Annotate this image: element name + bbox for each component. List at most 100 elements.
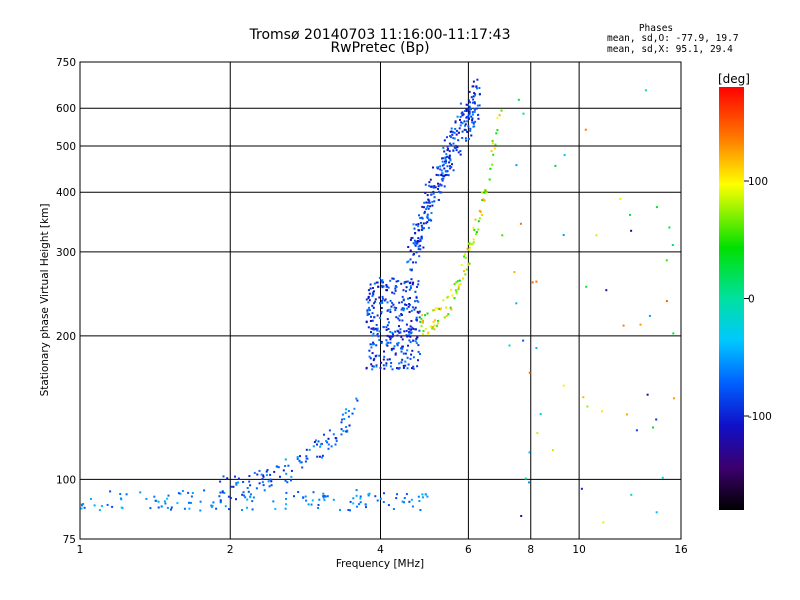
data-point [241,493,244,496]
data-point [299,461,302,464]
data-point [417,240,420,243]
data-point [447,174,450,177]
data-point [269,478,272,481]
data-point [453,131,456,134]
x-tick-label: 16 [674,544,688,556]
data-point [154,499,157,502]
data-point [379,366,382,369]
data-point [368,492,371,495]
data-point [420,224,423,227]
data-point [199,509,202,512]
data-point [274,507,277,510]
data-point [639,323,642,326]
data-point [443,175,446,178]
data-point [665,259,668,262]
data-point [258,482,261,485]
data-point [431,327,434,330]
data-point [458,279,461,282]
data-point [369,283,372,286]
data-point [227,495,230,498]
data-point [262,475,265,478]
data-point [528,481,530,484]
data-point [471,113,474,116]
data-point [655,511,658,514]
data-point [387,286,390,289]
data-point [372,332,375,335]
phases-o-stats: mean, sd,O: -77.9, 19.7 [607,33,739,44]
data-point [308,448,311,451]
data-point [234,475,236,478]
data-point [454,127,457,130]
data-point [482,198,485,201]
data-point [415,342,418,345]
data-point [395,285,397,287]
data-point [190,495,193,498]
data-point [304,460,307,463]
data-point [433,200,436,203]
data-point [349,509,351,512]
data-point [211,505,214,508]
data-point [448,156,451,159]
data-point [421,217,424,220]
data-point [262,484,265,487]
data-point [427,207,430,210]
data-point [375,281,378,284]
data-point [341,418,343,421]
data-point [346,429,349,432]
data-point [398,319,401,322]
data-point [416,336,419,339]
data-point [455,281,458,284]
data-point [501,234,504,237]
data-point [472,125,475,128]
data-point [187,491,190,494]
data-point [391,291,394,294]
data-point [406,356,409,359]
data-point [406,367,409,370]
data-point [347,415,350,418]
data-point [378,276,381,279]
data-point [369,343,372,346]
data-point [203,489,206,492]
data-point [452,131,454,134]
data-point [371,312,374,315]
data-point [465,139,468,142]
data-point [394,353,397,356]
data-point [458,127,461,130]
data-point [367,493,370,496]
data-point [457,131,460,134]
data-point [402,352,405,355]
data-point [471,121,474,124]
data-point [153,495,156,498]
data-point [381,281,384,284]
data-point [418,214,420,217]
data-point [381,279,384,282]
data-point [371,304,374,307]
data-point [413,239,416,242]
data-point [269,473,272,476]
data-point [355,494,358,497]
data-point [356,505,358,508]
data-point [277,466,280,469]
data-point [261,478,264,481]
data-point [383,367,386,370]
colorbar-tick-label: 100 [748,176,768,188]
data-point [384,298,387,301]
data-point [383,299,386,302]
data-point [387,321,390,324]
data-point [83,506,86,509]
data-point [235,483,238,486]
data-point [420,325,423,328]
data-point [365,506,367,509]
data-point [316,443,318,446]
data-point [416,285,418,288]
data-point [459,283,462,285]
data-point [450,288,453,291]
data-point [387,341,390,344]
data-point [330,445,333,448]
colorbar [719,87,744,510]
data-point [345,430,348,433]
data-point [441,179,444,182]
data-points [80,78,675,524]
data-point [626,413,628,416]
data-point [601,410,603,413]
